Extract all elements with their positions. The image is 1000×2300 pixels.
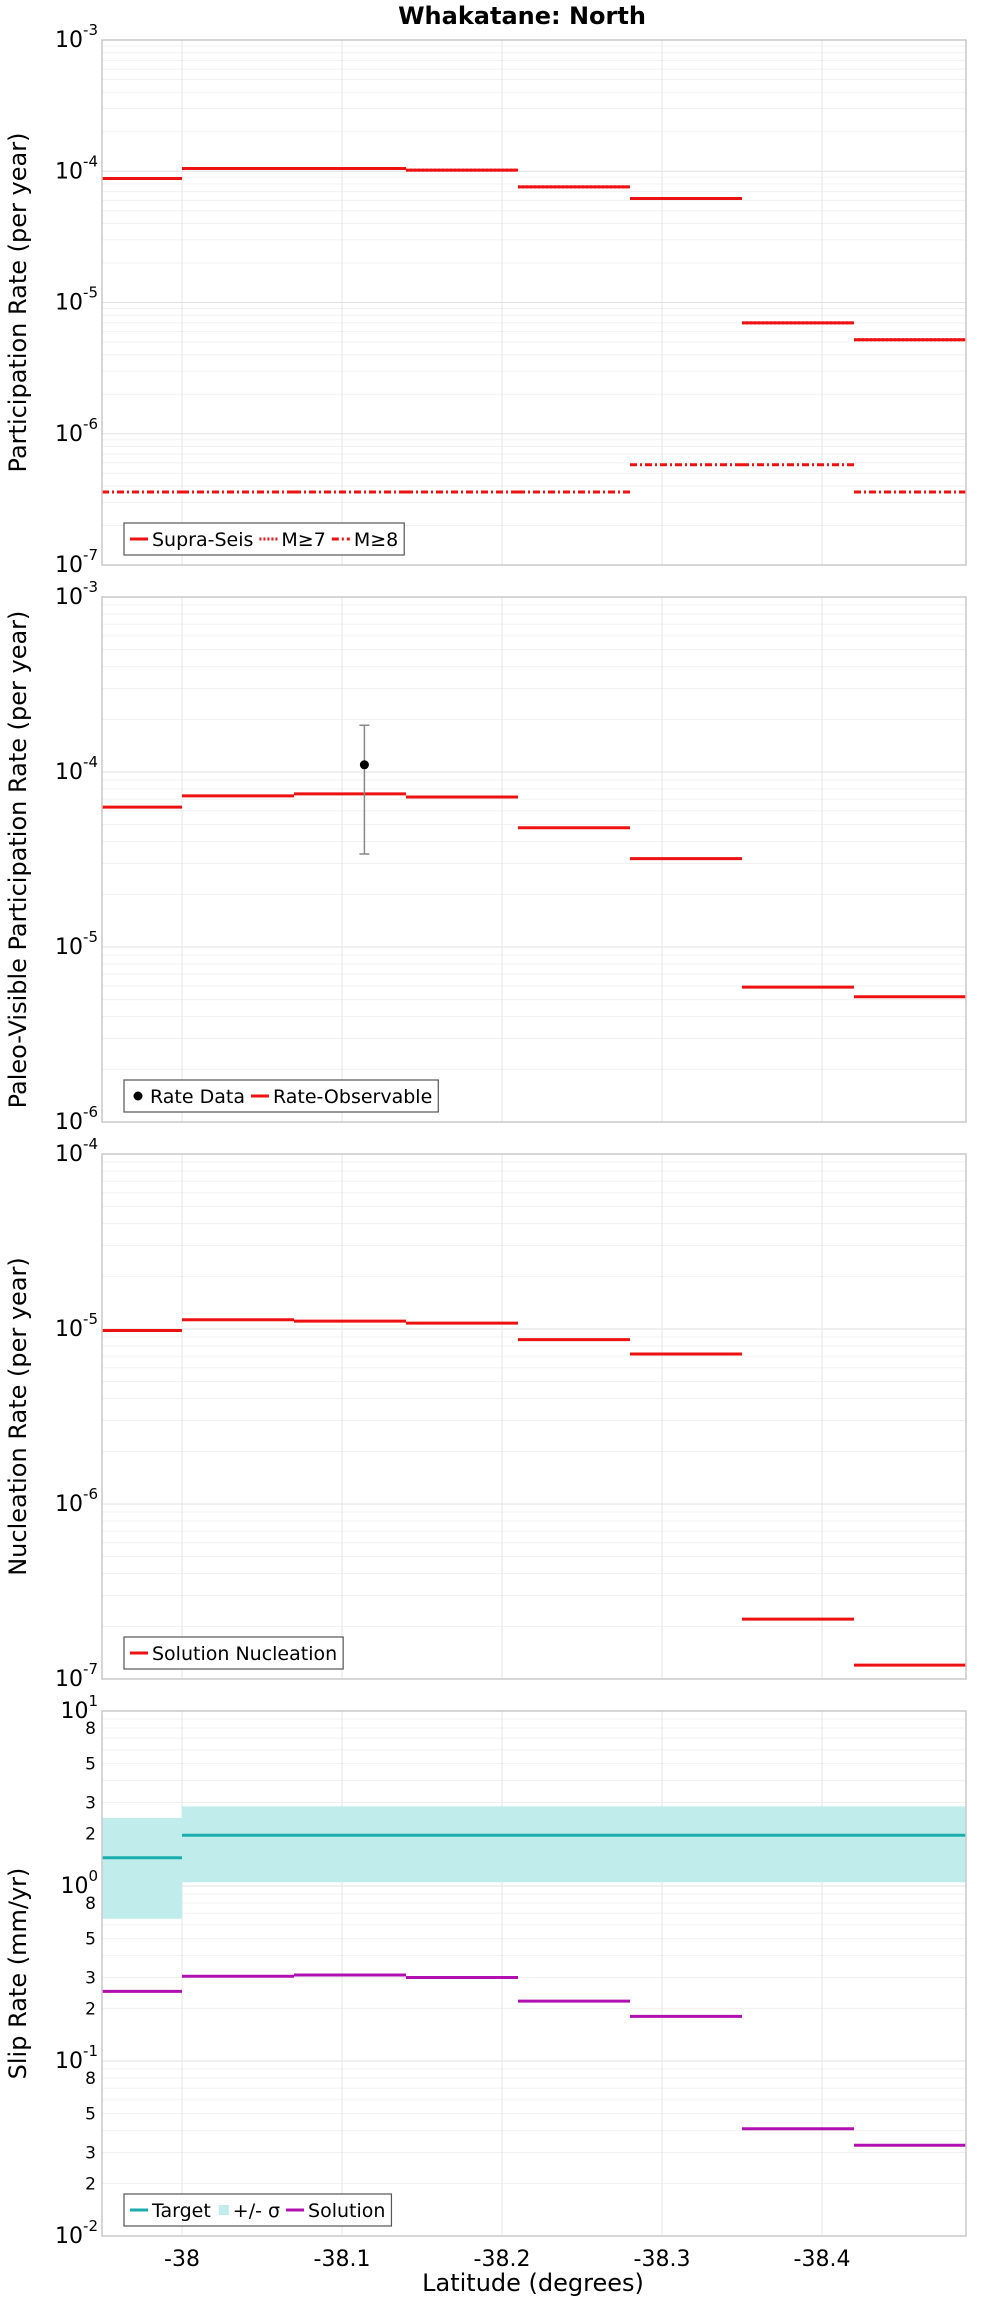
legend-box <box>123 1079 439 1113</box>
sigma-band-segment <box>102 1817 182 1919</box>
panel-nucleation: 10-7 10-6 10-5 10-4 Nucleation Rate (per yea… <box>4 1135 967 1692</box>
y-minor-tick-label: 8 <box>85 1719 96 1739</box>
legend: Target +/- σ Solution <box>123 2193 393 2227</box>
sigma-band-segment <box>742 1806 854 1883</box>
sigma-band-segment <box>182 1806 294 1883</box>
panel-paleo: 10-6 10-5 10-4 10-3 Paleo-Visible Participat… <box>4 578 967 1135</box>
legend: Rate Data Rate-Observable <box>123 1079 439 1113</box>
legend-label: Target <box>151 2200 211 2222</box>
y-minor-tick-label: 3 <box>85 1794 96 1814</box>
x-tick-label: -38 <box>164 2247 200 2272</box>
plot-frame <box>101 1153 967 1680</box>
rate-data-point <box>359 760 369 770</box>
legend-box <box>123 2193 393 2227</box>
legend-label: +/- σ <box>233 2200 280 2222</box>
y-minor-tick-label: 3 <box>85 2144 96 2164</box>
legend-swatch <box>218 2205 229 2215</box>
y-tick-label: 10-1 <box>55 2042 98 2074</box>
x-axis-label: Latitude (degrees) <box>422 2269 644 2297</box>
legend-label: Supra-Seis <box>152 529 253 551</box>
y-tick-label: 10-5 <box>55 284 98 316</box>
y-minor-tick-label: 2 <box>85 1824 96 1844</box>
y-tick-label: 10-7 <box>55 546 98 578</box>
panel-participation: 10-7 10-6 10-5 10-4 10-3 Participation Rate (… <box>4 21 967 578</box>
sigma-band-segment <box>406 1806 518 1883</box>
legend: Solution Nucleation <box>123 1636 344 1670</box>
legend-label: M≥8 <box>354 529 398 551</box>
y-minor-tick-label: 2 <box>85 1999 96 2019</box>
y-tick-label: 10-5 <box>55 928 98 960</box>
x-tick-label: -38.3 <box>634 2247 691 2272</box>
y-minor-tick-label: 8 <box>85 2069 96 2089</box>
legend-label: Solution Nucleation <box>152 1643 337 1665</box>
y-tick-label: 10-2 <box>55 2217 98 2249</box>
legend-label: Rate-Observable <box>273 1086 432 1108</box>
plot-frame <box>101 1710 967 2237</box>
legend-box <box>123 522 405 556</box>
y-tick-label: 10-7 <box>55 1660 98 1692</box>
y-minor-tick-label: 2 <box>85 2174 96 2194</box>
y-tick-label: 10-6 <box>55 415 98 447</box>
y-minor-tick-label: 3 <box>85 1969 96 1989</box>
legend-label: Solution <box>308 2200 385 2222</box>
legend-swatch <box>133 1091 143 1101</box>
y-axis-label: Slip Rate (mm/yr) <box>4 1868 32 2080</box>
y-minor-tick-label: 5 <box>85 1755 96 1775</box>
y-tick-label: 10-6 <box>55 1103 98 1135</box>
plot-frame <box>101 39 967 566</box>
y-tick-label: 10-3 <box>55 578 98 610</box>
sigma-band-segment <box>518 1806 630 1883</box>
chart-title: Whakatane: North <box>398 2 646 30</box>
legend-label: Rate Data <box>150 1086 245 1108</box>
y-tick-label: 101 <box>60 1692 98 1724</box>
y-tick-label: 10-3 <box>55 21 98 53</box>
y-tick-label: 10-5 <box>55 1310 98 1342</box>
legend-label: M≥7 <box>281 529 325 551</box>
legend-band-swatch <box>218 2205 229 2215</box>
plot-frame <box>101 596 967 1123</box>
x-tick-label: -38.2 <box>474 2247 531 2272</box>
y-axis-label: Paleo-Visible Participation Rate (per ye… <box>4 611 32 1109</box>
panels: 10-7 10-6 10-5 10-4 10-3 Participation Rate (… <box>4 21 967 2272</box>
y-tick-label: 100 <box>60 1867 98 1899</box>
x-tick-label: -38.1 <box>314 2247 371 2272</box>
sigma-band-segment <box>294 1806 406 1883</box>
y-axis-label: Participation Rate (per year) <box>4 133 32 473</box>
x-tick-label: -38.4 <box>794 2247 851 2272</box>
y-tick-label: 10-4 <box>55 1135 98 1167</box>
y-tick-label: 10-6 <box>55 1485 98 1517</box>
y-tick-label: 10-4 <box>55 753 98 785</box>
y-minor-tick-label: 8 <box>85 1894 96 1914</box>
y-minor-tick-label: 5 <box>85 1930 96 1950</box>
y-minor-tick-label: 5 <box>85 2105 96 2125</box>
sigma-band-segment <box>854 1806 966 1883</box>
y-axis-label: Nucleation Rate (per year) <box>4 1257 32 1576</box>
panel-slip: 10-2 10-1 100 101 2 3 5 8 2 3 5 8 2 3 5 8 Slip Rate (mm/… <box>4 1692 967 2249</box>
legend: Supra-Seis M≥7 M≥8 <box>123 522 405 556</box>
legend-box <box>123 1636 344 1670</box>
y-tick-label: 10-4 <box>55 152 98 184</box>
sigma-band-segment <box>630 1806 742 1883</box>
legend-point-swatch <box>133 1091 143 1101</box>
